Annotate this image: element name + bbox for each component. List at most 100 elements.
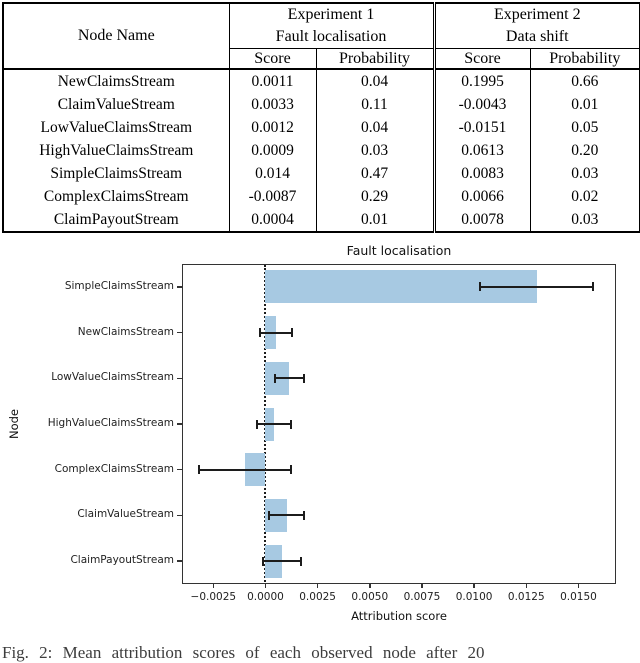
error-cap-high bbox=[290, 328, 293, 338]
y-tick-mark bbox=[177, 331, 182, 334]
cell-e1_score: 0.014 bbox=[228, 162, 316, 185]
y-tick-label: HighValueClaimsStream bbox=[47, 417, 174, 429]
cell-e2_prob: 0.03 bbox=[529, 162, 640, 185]
error-cap-low bbox=[273, 373, 276, 383]
cell-node: ClaimValueStream bbox=[57, 95, 175, 113]
cell-e1_prob: 0.04 bbox=[315, 69, 434, 93]
cell-e2_prob: 0.66 bbox=[529, 69, 640, 93]
y-tick-mark bbox=[177, 377, 182, 380]
x-tick-label: 0.0150 bbox=[560, 591, 597, 603]
error-bar-ClaimPayoutStream bbox=[262, 560, 301, 563]
bar-ComplexClaimsStream bbox=[244, 453, 266, 487]
error-cap-high bbox=[303, 373, 306, 383]
error-cap-low bbox=[259, 328, 262, 338]
x-axis-label: Attribution score bbox=[351, 609, 447, 623]
y-tick-mark bbox=[177, 286, 182, 288]
results-table: Node Name Experiment 1 Fault localisatio… bbox=[2, 2, 640, 233]
error-cap-high bbox=[289, 465, 292, 475]
cell-e2_prob: 0.02 bbox=[529, 185, 640, 208]
y-tick-label: ClaimPayoutStream bbox=[70, 554, 174, 567]
y-tick-label: ComplexClaimsStream bbox=[54, 462, 174, 475]
bar-HighValueClaimsStream bbox=[265, 407, 274, 441]
cell-node: HighValueClaimsStream bbox=[39, 141, 194, 159]
figure-caption: Fig. 2: Mean attribution scores of each … bbox=[2, 643, 485, 662]
zero-line bbox=[264, 265, 267, 582]
cell-node: ComplexClaimsStream bbox=[43, 187, 189, 205]
cell-e1_score: 0.0004 bbox=[228, 208, 316, 232]
error-bar-HighValueClaimsStream bbox=[257, 423, 291, 425]
x-tick-mark bbox=[421, 584, 423, 588]
experiment1-header: Experiment 1 Fault localisation bbox=[228, 3, 434, 49]
cell-node: NewClaimsStream bbox=[57, 72, 175, 90]
col-header-e1-score: Score bbox=[228, 48, 316, 69]
x-tick-label: −0.0025 bbox=[190, 591, 237, 603]
error-cap-low bbox=[268, 510, 270, 520]
cell-node: LowValueClaimsStream bbox=[40, 118, 193, 136]
table-row: ClaimPayoutStream 0.0004 0.01 0.0078 0.03 bbox=[3, 208, 640, 232]
y-tick-mark bbox=[177, 423, 182, 425]
x-tick-mark bbox=[473, 584, 475, 588]
error-bar-NewClaimsStream bbox=[260, 331, 292, 334]
cell-e1_prob: 0.47 bbox=[315, 162, 434, 185]
experiment2-header: Experiment 2 Data shift bbox=[432, 3, 640, 49]
x-tick-label: 0.0025 bbox=[299, 591, 336, 603]
error-cap-low bbox=[479, 282, 482, 292]
error-bar-ComplexClaimsStream bbox=[198, 468, 291, 471]
table-row: ClaimValueStream 0.0033 0.11 -0.0043 0.01 bbox=[3, 93, 640, 116]
error-bar-ClaimValueStream bbox=[269, 514, 305, 517]
cell-e1_prob: 0.01 bbox=[315, 208, 434, 232]
cell-e2_prob: 0.20 bbox=[529, 139, 640, 162]
cell-e1_score: 0.0009 bbox=[228, 139, 316, 162]
error-bar-LowValueClaimsStream bbox=[274, 377, 305, 380]
cell-e2_score: -0.0043 bbox=[432, 93, 530, 116]
node-name-header: Node Name bbox=[77, 27, 155, 44]
col-header-e1-probability: Probability bbox=[315, 48, 434, 69]
x-tick-label: 0.0075 bbox=[403, 591, 441, 603]
y-tick-label: LowValueClaimsStream bbox=[51, 371, 174, 384]
results-table-body: NewClaimsStream 0.0011 0.04 0.1995 0.66 Claim… bbox=[3, 69, 640, 232]
bar-NewClaimsStream bbox=[265, 316, 276, 350]
bar-ClaimValueStream bbox=[265, 498, 287, 532]
error-bar-SimpleClaimsStream bbox=[480, 285, 594, 288]
cell-e1_score: 0.0012 bbox=[228, 116, 316, 139]
table-row: HighValueClaimsStream 0.0009 0.03 0.0613 0.2… bbox=[3, 139, 640, 162]
cell-e1_prob: 0.11 bbox=[315, 93, 434, 116]
error-cap-low bbox=[261, 556, 264, 566]
table-row: LowValueClaimsStream 0.0012 0.04 -0.0151 0.0… bbox=[3, 116, 640, 139]
x-tick-mark bbox=[316, 584, 319, 588]
cell-node: ClaimPayoutStream bbox=[53, 210, 179, 228]
table-row: ComplexClaimsStream -0.0087 0.29 0.0066 0.02 bbox=[3, 185, 640, 208]
error-cap-high bbox=[289, 419, 292, 429]
y-tick-mark bbox=[177, 514, 182, 517]
bar-LowValueClaimsStream bbox=[265, 361, 290, 395]
cell-e2_score: -0.0151 bbox=[432, 116, 530, 139]
experiment2-title: Experiment 2 bbox=[493, 6, 581, 23]
cell-e2_prob: 0.01 bbox=[529, 93, 640, 116]
x-tick-mark bbox=[264, 584, 267, 588]
y-tick-label: SimpleClaimsStream bbox=[64, 279, 174, 292]
cell-e2_prob: 0.03 bbox=[529, 208, 640, 232]
bar-ClaimPayoutStream bbox=[265, 544, 282, 578]
error-cap-low bbox=[197, 465, 200, 475]
cell-e2_score: 0.0066 bbox=[432, 185, 530, 208]
cell-e1_prob: 0.04 bbox=[315, 116, 434, 139]
x-tick-mark bbox=[369, 584, 371, 588]
experiment1-title: Experiment 1 bbox=[287, 6, 375, 23]
y-tick-label: NewClaimsStream bbox=[77, 325, 174, 338]
x-tick-label: 0.0100 bbox=[455, 591, 493, 603]
cell-e2_score: 0.0083 bbox=[432, 162, 530, 185]
y-axis-label: Node bbox=[7, 408, 21, 440]
cell-e2_prob: 0.05 bbox=[529, 116, 640, 139]
cell-e1_score: 0.0033 bbox=[228, 93, 316, 116]
x-tick-label: 0.0050 bbox=[351, 591, 389, 603]
cell-e2_score: 0.0078 bbox=[432, 208, 530, 232]
col-header-e2-probability: Probability bbox=[529, 48, 640, 69]
x-tick-mark bbox=[577, 584, 580, 588]
x-tick-label: 0.0125 bbox=[507, 591, 545, 603]
plot-area bbox=[182, 264, 616, 584]
chart-title: Fault localisation bbox=[346, 243, 452, 258]
results-table-wrapper: Node Name Experiment 1 Fault localisatio… bbox=[2, 2, 640, 233]
x-tick-label: 0.0000 bbox=[247, 591, 284, 603]
cell-e1_prob: 0.03 bbox=[315, 139, 434, 162]
cell-node: SimpleClaimsStream bbox=[50, 164, 183, 182]
